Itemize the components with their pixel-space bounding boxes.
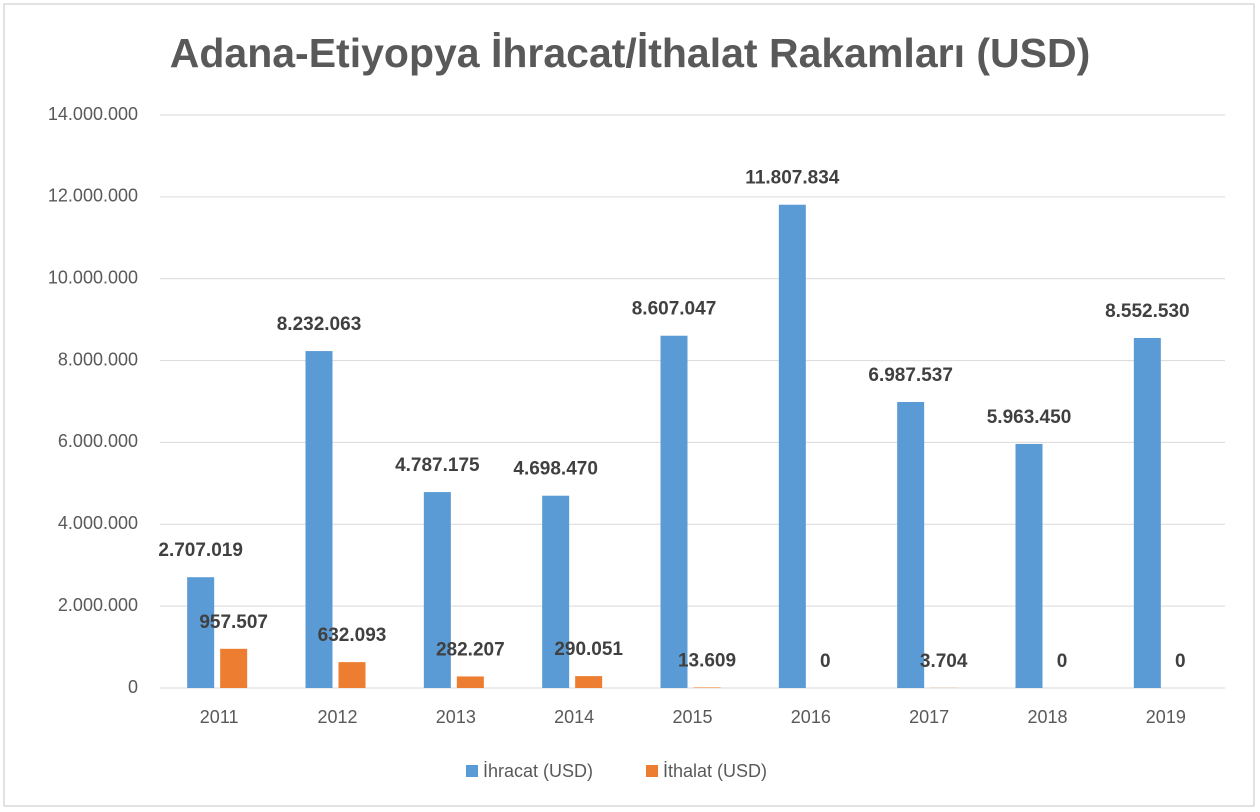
x-tick-label: 2011: [200, 707, 239, 727]
y-tick-label: 10.000.000: [48, 267, 138, 287]
bar: [693, 687, 721, 688]
value-label: 632.093: [318, 625, 387, 646]
chart-title: Adana-Etiyopya İhracat/İthalat Rakamları…: [170, 30, 1090, 76]
value-label: 3.704: [920, 651, 968, 672]
value-label: 13.609: [678, 650, 736, 671]
value-label: 8.552.530: [1105, 301, 1190, 322]
x-tick-label: 2015: [672, 707, 712, 727]
bar: [338, 662, 366, 688]
bar: [220, 648, 248, 688]
bar: [897, 402, 925, 688]
y-tick-label: 2.000.000: [58, 595, 138, 615]
value-label: 4.787.175: [395, 455, 480, 476]
legend-swatch: [646, 765, 658, 777]
x-tick-label: 2018: [1027, 707, 1067, 727]
bar: [187, 577, 215, 688]
value-label: 8.232.063: [277, 314, 362, 335]
value-label: 282.207: [436, 639, 505, 660]
x-tick-label: 2013: [436, 707, 476, 727]
y-tick-label: 14.000.000: [48, 104, 138, 124]
value-label: 2.707.019: [158, 540, 243, 561]
bar: [542, 495, 570, 688]
value-label: 8.607.047: [632, 299, 717, 320]
y-tick-label: 4.000.000: [58, 513, 138, 533]
bar: [456, 676, 484, 688]
value-label: 0: [1057, 651, 1068, 672]
bar: [1015, 443, 1043, 688]
y-tick-label: 12.000.000: [48, 186, 138, 206]
bar: [660, 335, 688, 688]
bar: [1133, 337, 1161, 688]
bar: [423, 492, 451, 688]
value-label: 290.051: [554, 639, 623, 660]
bar: [575, 676, 603, 688]
x-tick-label: 2019: [1146, 707, 1186, 727]
value-label: 0: [1175, 651, 1186, 672]
x-tick-label: 2017: [909, 707, 949, 727]
x-tick-label: 2016: [791, 707, 831, 727]
y-tick-label: 6.000.000: [58, 431, 138, 451]
legend-label: İhracat (USD): [483, 761, 593, 781]
value-label: 4.698.470: [513, 459, 598, 480]
value-label: 0: [820, 651, 831, 672]
y-tick-label: 0: [128, 677, 138, 697]
value-label: 957.507: [199, 612, 268, 633]
y-tick-label: 8.000.000: [58, 349, 138, 369]
x-tick-label: 2012: [317, 707, 357, 727]
value-label: 5.963.450: [987, 407, 1072, 428]
value-label: 11.807.834: [745, 168, 839, 189]
value-label: 6.987.537: [868, 365, 953, 386]
x-tick-label: 2014: [554, 707, 594, 727]
bar: [778, 204, 806, 688]
bar: [305, 351, 333, 688]
legend-label: İthalat (USD): [663, 761, 767, 781]
legend-swatch: [466, 765, 478, 777]
